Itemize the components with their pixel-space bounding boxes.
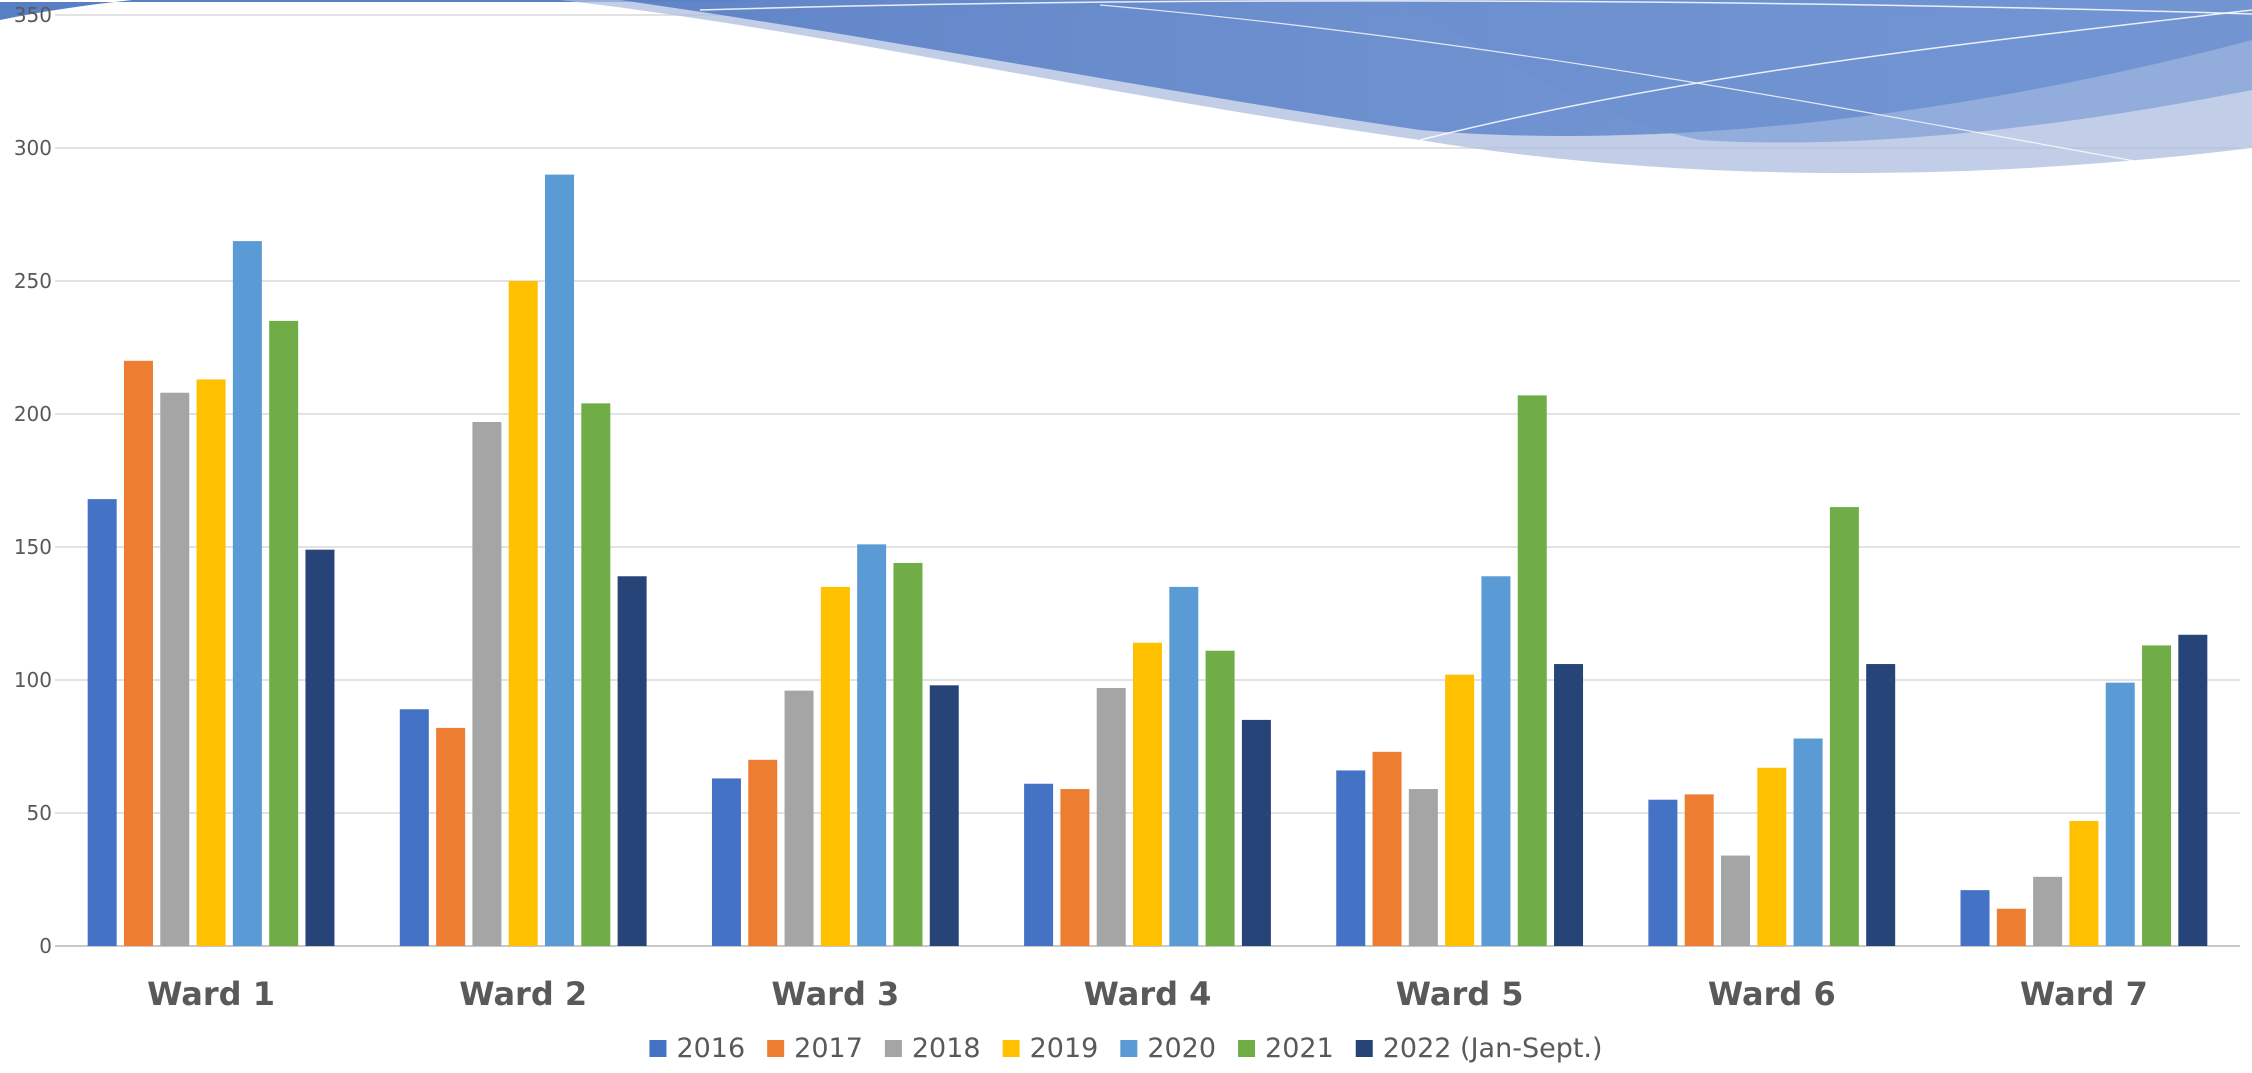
bar-ward-7-2017 — [1996, 908, 2026, 946]
bar-ward-3-2020 — [857, 544, 887, 946]
legend-label: 2018 — [912, 1033, 981, 1064]
x-category-label: Ward 6 — [1708, 975, 1836, 1013]
legend-item: 2017 — [767, 1033, 863, 1064]
bar-ward-4-2017 — [1060, 789, 1090, 946]
bar-ward-5-2016 — [1336, 770, 1366, 946]
bars — [87, 174, 2208, 947]
bar-ward-2-2016 — [399, 709, 429, 946]
x-axis-categories: Ward 1 Ward 2 Ward 3 Ward 4 Ward 5 Ward 6 Ward… — [147, 975, 2148, 1013]
bar-ward-7-2021 — [2142, 645, 2172, 946]
y-tick-label: 50 — [27, 801, 52, 825]
bar-ward-2-2019 — [508, 281, 538, 946]
legend-item: 2018 — [884, 1033, 981, 1064]
x-category-label: Ward 2 — [459, 975, 587, 1013]
bar-ward-6-2016 — [1648, 799, 1678, 946]
y-tick-label: 350 — [14, 3, 52, 27]
bar-ward-6-2022 — [1866, 664, 1896, 946]
legend-label: 2021 — [1265, 1033, 1334, 1064]
x-category-label: Ward 3 — [771, 975, 899, 1013]
legend: 2016 2017 2018 2019 2020 2021 2022 (Jan-Sept.) — [649, 1033, 1603, 1064]
y-tick-label: 100 — [14, 668, 52, 692]
bar-ward-5-2022 — [1554, 664, 1584, 946]
bar-ward-1-2022 — [305, 549, 335, 946]
legend-swatch — [1002, 1040, 1020, 1057]
x-category-label: Ward 4 — [1084, 975, 1212, 1013]
legend-item: 2022 (Jan-Sept.) — [1355, 1033, 1603, 1064]
bar-ward-5-2017 — [1372, 751, 1402, 946]
legend-item: 2019 — [1002, 1033, 1099, 1064]
bar-ward-1-2019 — [196, 379, 226, 946]
legend-item: 2020 — [1120, 1033, 1216, 1064]
legend-label: 2022 (Jan-Sept.) — [1383, 1033, 1603, 1064]
bar-ward-1-2018 — [160, 392, 190, 947]
bar-ward-6-2018 — [1720, 855, 1750, 946]
y-tick-label: 200 — [14, 402, 52, 426]
legend-item: 2021 — [1238, 1033, 1334, 1064]
legend-swatch — [767, 1040, 785, 1057]
bar-ward-6-2020 — [1793, 738, 1823, 946]
bar-ward-3-2016 — [711, 778, 741, 946]
y-axis-ticks: 0 50 100 150 200 250 300 350 — [14, 3, 52, 958]
x-category-label: Ward 7 — [2020, 975, 2148, 1013]
bar-ward-3-2019 — [820, 586, 850, 946]
bar-ward-2-2018 — [472, 421, 502, 947]
bar-ward-3-2021 — [893, 562, 923, 946]
bar-ward-7-2018 — [2033, 876, 2063, 946]
bar-ward-5-2019 — [1445, 674, 1475, 946]
bar-ward-7-2016 — [1960, 890, 1990, 946]
bar-ward-3-2017 — [748, 759, 778, 946]
bar-ward-7-2019 — [2069, 820, 2099, 946]
bar-ward-4-2022 — [1241, 719, 1271, 946]
bar-ward-4-2016 — [1024, 783, 1054, 946]
bar-ward-1-2016 — [87, 499, 117, 946]
bar-ward-6-2017 — [1684, 794, 1714, 946]
x-category-label: Ward 5 — [1396, 975, 1524, 1013]
legend-swatch — [1355, 1040, 1373, 1057]
x-category-label: Ward 1 — [147, 975, 275, 1013]
legend-label: 2017 — [794, 1033, 863, 1064]
bar-ward-4-2021 — [1205, 650, 1235, 946]
y-tick-label: 150 — [14, 535, 52, 559]
y-tick-label: 250 — [14, 269, 52, 293]
legend-swatch — [884, 1040, 902, 1057]
bar-ward-2-2021 — [581, 403, 611, 946]
legend-label: 2020 — [1147, 1033, 1216, 1064]
bar-ward-1-2017 — [123, 360, 153, 946]
bar-ward-6-2021 — [1829, 507, 1859, 946]
bar-ward-3-2022 — [929, 685, 959, 946]
y-tick-label: 0 — [39, 934, 52, 958]
bar-ward-2-2017 — [436, 727, 466, 946]
bar-ward-5-2021 — [1517, 395, 1547, 946]
bar-ward-2-2020 — [545, 174, 575, 947]
bar-ward-4-2020 — [1169, 586, 1199, 946]
bar-ward-7-2022 — [2178, 634, 2208, 946]
y-tick-label: 300 — [14, 136, 52, 160]
bar-ward-2-2022 — [617, 576, 647, 946]
legend-item: 2016 — [649, 1033, 745, 1064]
legend-label: 2019 — [1030, 1033, 1099, 1064]
bar-ward-4-2019 — [1133, 642, 1162, 946]
bar-ward-6-2019 — [1757, 767, 1787, 946]
legend-swatch — [1238, 1040, 1256, 1057]
bar-ward-5-2020 — [1481, 576, 1511, 946]
bar-ward-5-2018 — [1408, 789, 1438, 946]
bar-ward-1-2021 — [269, 320, 299, 946]
bar-ward-3-2018 — [784, 690, 814, 946]
bar-ward-7-2020 — [2105, 682, 2135, 946]
decorative-wave-banner — [0, 0, 2252, 174]
legend-swatch — [649, 1040, 667, 1057]
bar-ward-1-2020 — [232, 241, 262, 947]
legend-swatch — [1120, 1040, 1138, 1057]
legend-label: 2016 — [676, 1033, 745, 1064]
bar-ward-4-2018 — [1096, 687, 1126, 946]
